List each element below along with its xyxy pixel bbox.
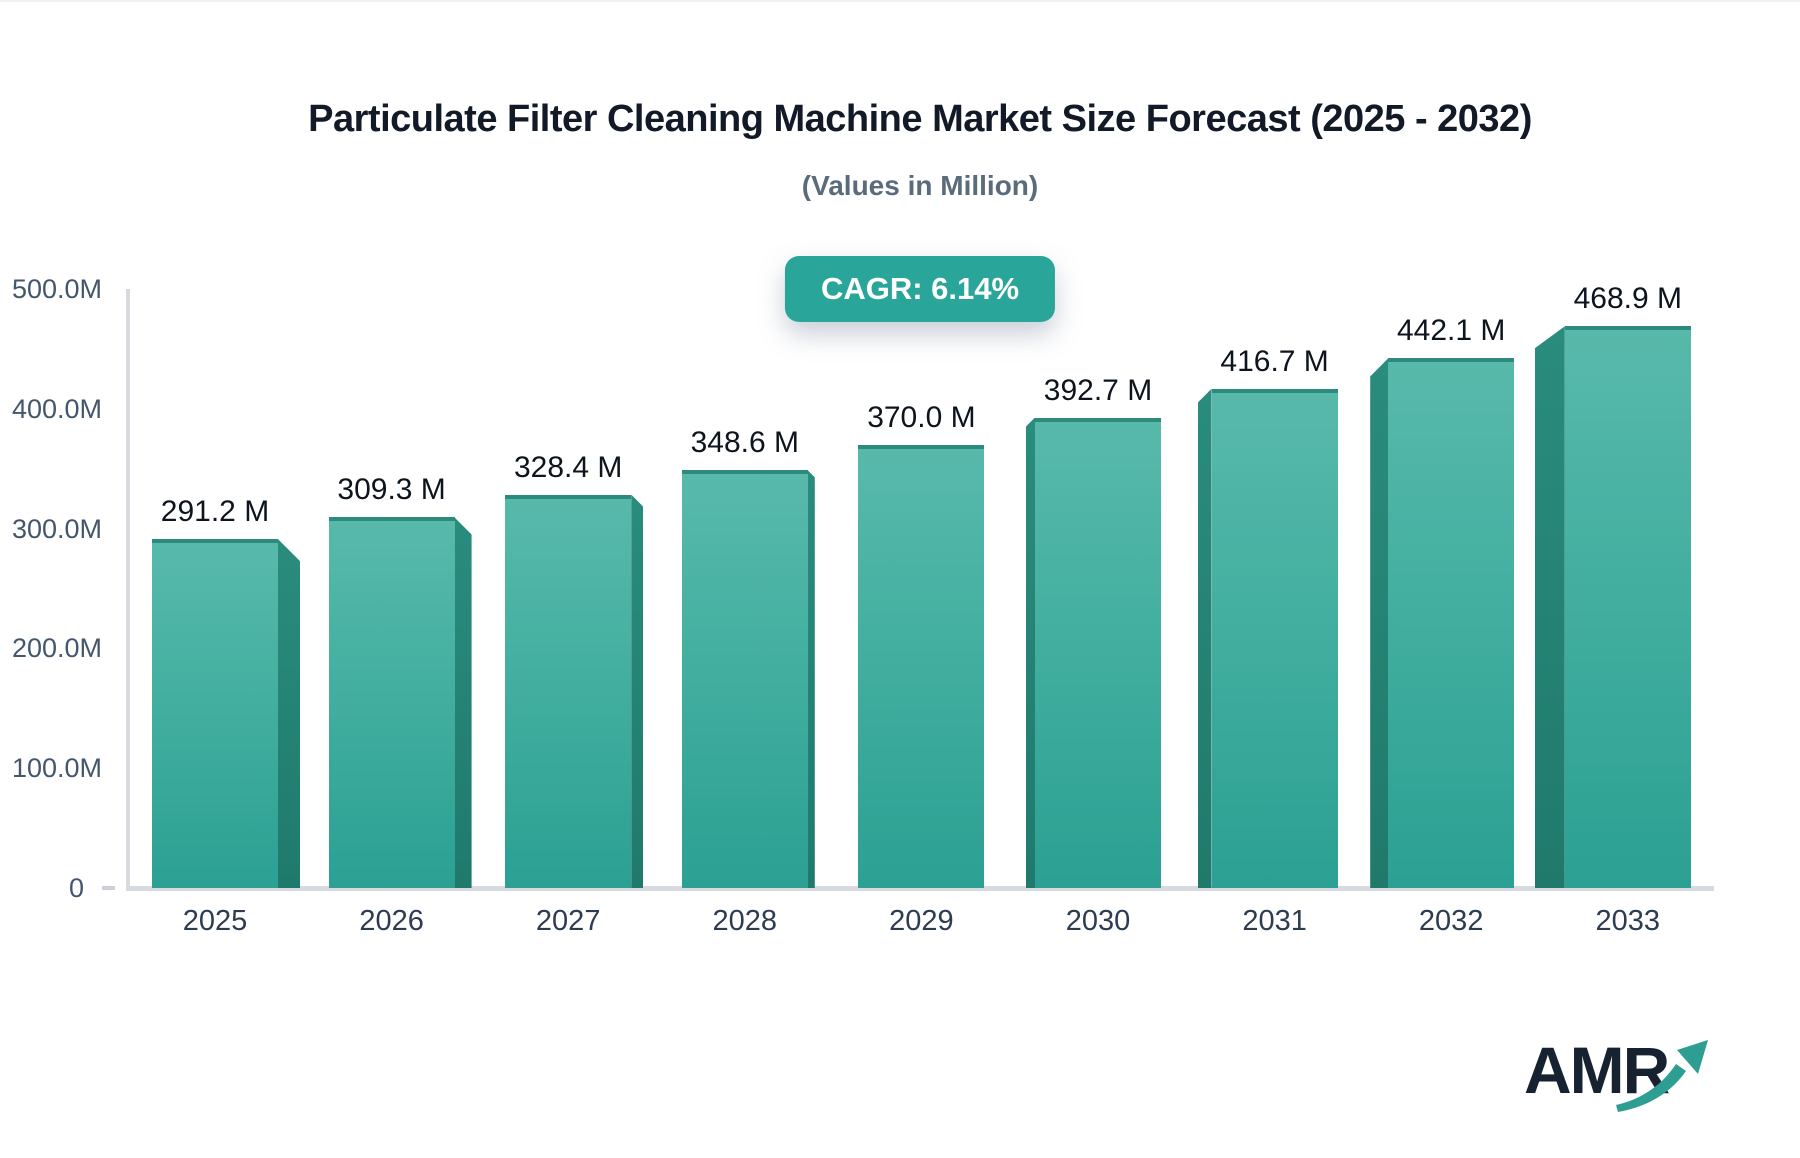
- amr-logo: AMR: [1524, 1024, 1724, 1124]
- bar-2026: [328, 517, 455, 888]
- bar-2029: [858, 444, 985, 888]
- bar-3d-side: [278, 539, 300, 888]
- x-axis-label: 2028: [712, 905, 778, 937]
- bar-2025: [152, 539, 278, 888]
- y-axis-tick-label: 400.0M: [11, 393, 102, 424]
- bar-value-label: 309.3 M: [337, 473, 446, 507]
- bar-2027: [505, 494, 632, 888]
- bar-value-label: 416.7 M: [1220, 344, 1329, 378]
- y-axis-tick-label: 500.0M: [11, 274, 102, 304]
- growth-arrow-icon: [1616, 1040, 1708, 1112]
- x-axis-label: 2029: [889, 905, 954, 937]
- bar-value-label: 348.6 M: [690, 426, 799, 460]
- bar-value-label: 291.2 M: [160, 495, 270, 529]
- bar-2031: [1211, 388, 1338, 888]
- y-axis-tick-label: 200.0M: [11, 633, 102, 664]
- bar-3d-side: [1370, 358, 1389, 888]
- x-axis-label: 2030: [1065, 905, 1131, 937]
- y-axis-tick-label: 0: [68, 873, 84, 903]
- bar-value-label: 370.0 M: [867, 400, 976, 434]
- bar-3d-side: [1534, 326, 1565, 888]
- x-axis-label: 2026: [359, 905, 424, 937]
- bar-2032: [1388, 358, 1515, 888]
- cagr-badge: CAGR: 6.14%: [784, 256, 1056, 322]
- bar-3d-side: [1197, 388, 1212, 888]
- chart-title: Particulate Filter Cleaning Machine Mark…: [308, 98, 1532, 140]
- chart-subtitle: (Values in Million): [801, 170, 1039, 201]
- y-axis-tick-label: 100.0M: [11, 753, 102, 784]
- bar-2030: [1035, 417, 1161, 888]
- bar-2033: [1564, 326, 1691, 888]
- zero-tick-mark: [102, 886, 115, 890]
- y-axis-tick-label: 300.0M: [11, 513, 102, 544]
- x-axis-label: 2032: [1418, 905, 1484, 937]
- bar-value-label: 328.4 M: [513, 450, 623, 484]
- bar-value-label: 442.1 M: [1396, 314, 1506, 348]
- x-axis-label: 2027: [535, 905, 601, 937]
- bar-value-label: 392.7 M: [1043, 373, 1153, 407]
- x-axis-label: 2031: [1242, 905, 1307, 937]
- bar-2028: [681, 470, 808, 888]
- y-axis-line: [126, 289, 130, 890]
- bar-3d-side: [631, 494, 644, 888]
- x-axis-line: [126, 886, 1714, 891]
- bar-3d-side: [1026, 417, 1035, 888]
- x-axis-label: 2033: [1595, 905, 1661, 937]
- bar-value-label: 468.9 M: [1573, 282, 1682, 316]
- x-axis-label: 2025: [182, 905, 248, 937]
- bar-3d-side: [807, 470, 815, 888]
- bar-3d-side: [454, 517, 472, 888]
